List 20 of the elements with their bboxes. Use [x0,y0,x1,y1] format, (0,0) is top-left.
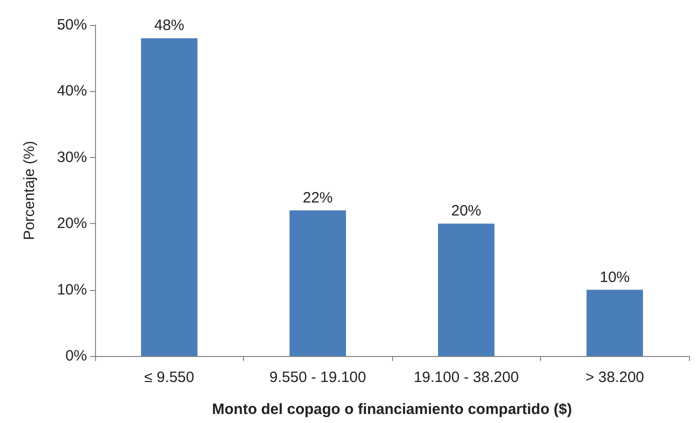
y-tick-label: 30% [56,148,87,166]
data-label: 22% [302,189,333,206]
x-tick-label: > 38.200 [585,369,644,386]
y-tick-label: 40% [56,82,87,100]
data-label: 48% [154,17,184,34]
y-tick-label: 0% [65,348,87,364]
bar [438,224,494,356]
data-label: 20% [451,202,482,220]
y-tick-label: 50% [56,16,87,34]
data-label: 10% [600,268,630,286]
y-axis-title: Porcentaje (%) [21,140,38,240]
x-tick-label: 19.100 - 38.200 [414,369,519,386]
y-tick-label: 10% [56,281,87,298]
bar [290,210,346,356]
x-tick-label: 9.550 - 19.100 [269,369,366,386]
bar [586,290,643,356]
y-tick-label: 20% [56,215,87,232]
x-axis-title: Monto del copago o financiamiento compartido ($) [212,401,572,418]
x-tick-label: ≤ 9.550 [144,369,194,386]
bar [141,38,198,356]
